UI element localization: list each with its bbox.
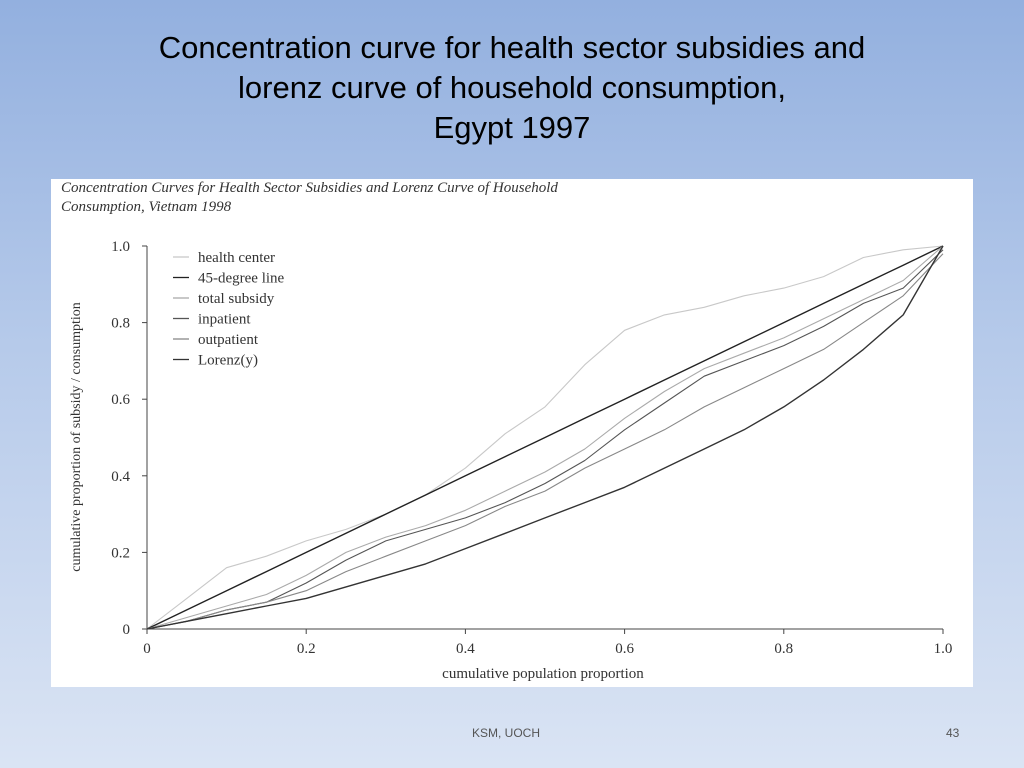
x-tick-label: 0.8 (774, 641, 793, 657)
legend: health center 45-degree line total subsidy… (173, 250, 285, 369)
series-line-outpatient (146, 253, 944, 630)
chart-title-line-2: Consumption, Vietnam 1998 (61, 199, 232, 215)
axes (146, 246, 943, 630)
series-line-lorenz-y (146, 245, 944, 630)
y-tick-label: 1.0 (111, 239, 130, 255)
y-tick-label: 0.2 (111, 545, 130, 561)
legend-label: total subsidy (198, 291, 275, 307)
x-tick-label: 1.0 (934, 641, 953, 657)
chart-title-line-1: Concentration Curves for Health Sector S… (61, 180, 558, 196)
x-tick-label: 0 (143, 641, 151, 657)
x-tick-label: 0.2 (297, 641, 316, 657)
slide-title-line-1: Concentration curve for health sector su… (158, 30, 866, 65)
ticks: 0 0.2 0.4 0.6 0.8 1.0 0 0.2 0.4 0.6 0.8 1.0 (111, 239, 952, 657)
slide-title: Concentration curve for health sector su… (40, 28, 984, 148)
slide-title-line-2: lorenz curve of household consumption, (238, 70, 786, 105)
y-tick-label: 0.6 (111, 392, 130, 408)
series-line-total-subsidy (146, 245, 944, 630)
x-tick-label: 0.6 (615, 641, 634, 657)
legend-label: inpatient (198, 312, 251, 328)
footer-author: KSM, UOCH (472, 726, 541, 740)
chart-title: Concentration Curves for Health Sector S… (61, 179, 921, 217)
page-number: 43 (946, 726, 960, 740)
series-lines (146, 245, 944, 630)
y-tick-label: 0.4 (111, 469, 130, 485)
series-line-health-center (146, 245, 944, 630)
x-tick-label: 0.4 (456, 641, 475, 657)
y-tick-label: 0 (123, 622, 131, 638)
chart-figure: Concentration Curves for Health Sector S… (51, 179, 973, 687)
slide-title-line-3: Egypt 1997 (433, 110, 591, 145)
x-axis-label: cumulative population proportion (442, 666, 644, 682)
y-tick-label: 0.8 (111, 316, 130, 332)
y-axis-label: cumulative proportion of subsidy / consu… (69, 302, 84, 571)
legend-label: 45-degree line (198, 271, 285, 287)
legend-label: outpatient (198, 332, 259, 348)
series-line-45-degree-line (146, 245, 944, 630)
series-line-inpatient (146, 249, 944, 630)
concentration-chart: 0 0.2 0.4 0.6 0.8 1.0 0 0.2 0.4 0.6 0.8 1.0 health … (69, 239, 952, 682)
legend-label: health center (198, 250, 275, 266)
legend-label: Lorenz(y) (198, 353, 258, 369)
